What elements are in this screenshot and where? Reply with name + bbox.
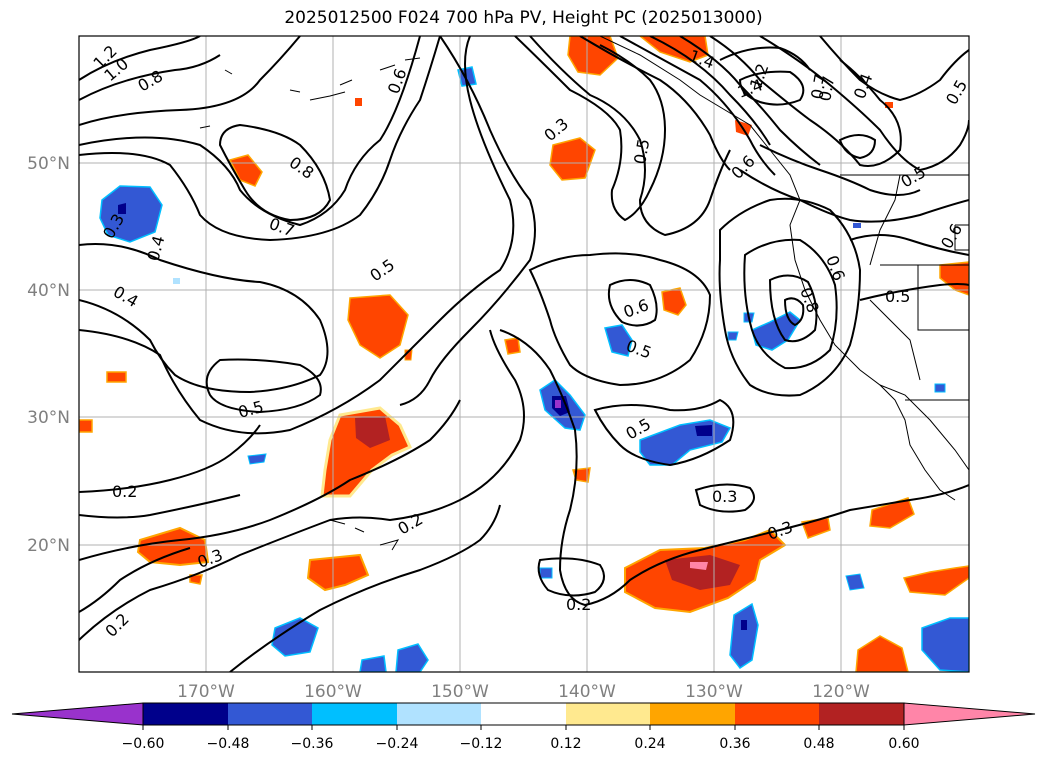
colorbar-tick-label: −0.48 bbox=[207, 736, 250, 752]
colorbar-tick-label: 0.36 bbox=[719, 736, 750, 752]
contour-label: 0.7 bbox=[807, 72, 830, 100]
colorbar-tick-marks bbox=[142, 725, 905, 730]
colorbar-segment bbox=[819, 703, 904, 725]
colorbar: −0.60 −0.48 −0.36 −0.24 −0.12 0.12 0.24 … bbox=[11, 702, 1036, 752]
colorbar-tick-label: −0.36 bbox=[291, 736, 334, 752]
lat-label: 20°N bbox=[27, 536, 70, 556]
lon-label: 170°W bbox=[177, 682, 235, 702]
lat-label: 50°N bbox=[27, 154, 70, 174]
contour-label: 0.2 bbox=[112, 482, 137, 501]
colorbar-segment bbox=[228, 703, 312, 725]
longitude-labels: 170°W 160°W 150°W 140°W 130°W 120°W bbox=[177, 682, 870, 702]
colorbar-tick-label: 0.48 bbox=[803, 736, 834, 752]
colorbar-tick-label: −0.60 bbox=[122, 736, 165, 752]
graticule bbox=[79, 36, 969, 672]
lon-label: 130°W bbox=[685, 682, 743, 702]
contour-label: 0.3 bbox=[712, 487, 737, 506]
pv-negative-fills bbox=[99, 66, 969, 672]
colorbar-tick-label: −0.24 bbox=[376, 736, 419, 752]
map-area bbox=[79, 36, 969, 672]
pv-contours bbox=[79, 36, 969, 672]
coastlines bbox=[199, 36, 969, 551]
colorbar-segment bbox=[735, 703, 819, 725]
lon-label: 120°W bbox=[812, 682, 870, 702]
lon-label: 140°W bbox=[558, 682, 616, 702]
colorbar-segment bbox=[481, 703, 566, 725]
contour-label: 0.5 bbox=[885, 287, 910, 306]
map-title: 2025012500 F024 700 hPa PV, Height PC (2… bbox=[284, 8, 763, 28]
contour-label: 0.5 bbox=[630, 137, 653, 165]
colorbar-segment bbox=[397, 703, 481, 725]
colorbar-min-extension bbox=[11, 702, 144, 726]
colorbar-segment bbox=[143, 703, 228, 725]
colorbar-segment bbox=[650, 703, 735, 725]
colorbar-tick-label: −0.12 bbox=[460, 736, 503, 752]
colorbar-max-extension bbox=[903, 702, 1036, 726]
colorbar-tick-label: 0.12 bbox=[550, 736, 581, 752]
lon-label: 160°W bbox=[304, 682, 362, 702]
colorbar-segment bbox=[312, 703, 397, 725]
colorbar-frame bbox=[142, 702, 905, 726]
contour-label: 0.2 bbox=[566, 595, 591, 614]
map-frame bbox=[78, 35, 970, 673]
colorbar-tick-label: 0.24 bbox=[634, 736, 665, 752]
contour-label: 0.7 bbox=[815, 74, 838, 102]
lon-label: 150°W bbox=[431, 682, 489, 702]
colorbar-segment bbox=[566, 703, 650, 725]
lat-label: 30°N bbox=[27, 408, 70, 428]
colorbar-tick-label: 0.60 bbox=[888, 736, 919, 752]
latitude-labels: 50°N 40°N 30°N 20°N bbox=[27, 154, 70, 556]
lat-label: 40°N bbox=[27, 281, 70, 301]
